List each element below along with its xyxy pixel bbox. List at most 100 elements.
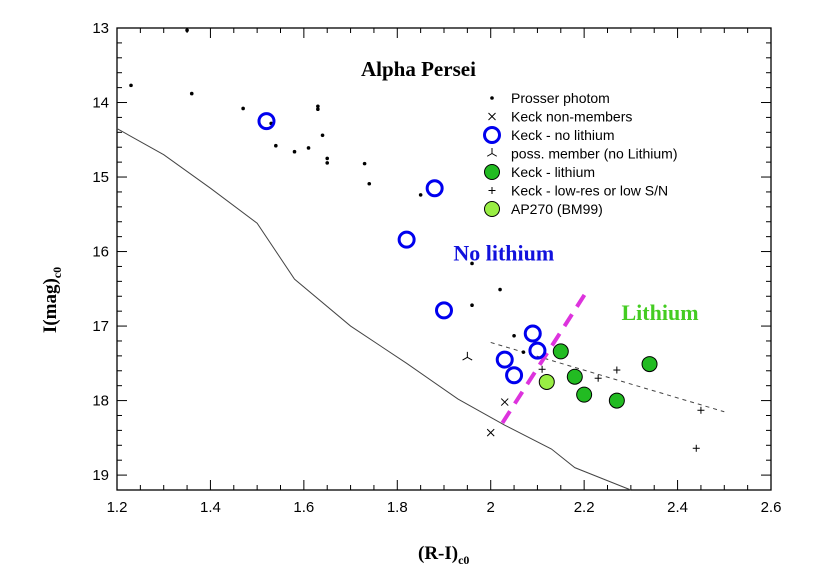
point-keck-lithium (576, 386, 593, 403)
point-keck-non-members-stroke (500, 398, 509, 406)
line-solid (116, 128, 632, 491)
point-prosser-photom (316, 107, 320, 112)
x-tick-label: 1.6 (293, 499, 314, 516)
point-keck-lithium (608, 392, 625, 409)
point-prosser-photom (470, 261, 474, 266)
y-axis-title-main: I(mag) (40, 278, 61, 333)
legend-label-keck-non-members: Keck non-members (511, 109, 632, 125)
point-keck-non-members-stroke (486, 428, 495, 437)
line-dashed (490, 341, 725, 413)
x-tick-label: 1.4 (200, 499, 221, 516)
legend-label-poss-member-no-lithium: poss. member (no Lithium) (511, 146, 678, 162)
point-keck-low-res-or-low-s-n (594, 374, 602, 382)
x-tick-label: 2 (487, 499, 495, 516)
y-tick-label: 14 (92, 95, 109, 112)
y-tick-label: 16 (92, 244, 109, 261)
point-keck-no-lithium (425, 179, 444, 198)
legend-marker-keck-non-members-stroke (488, 112, 496, 121)
point-keck-no-lithium (505, 366, 524, 385)
legend-marker-keck-lithium (484, 164, 500, 180)
legend-item-prosser-photom: Prosser photom (490, 90, 610, 106)
x-axis-title: (R-I)c0 (418, 543, 469, 567)
point-keck-no-lithium (495, 350, 514, 369)
point-keck-lithium (566, 368, 583, 385)
point-keck-lithium (641, 356, 658, 373)
legend-item-ap270-bm99: AP270 (BM99) (484, 201, 603, 217)
point-keck-low-res-or-low-s-n (692, 444, 700, 452)
point-prosser-photom (306, 146, 311, 150)
legend-item-keck-low-res-or-low-s-n: Keck - low-res or low S/N (488, 183, 668, 199)
x-tick-label: 1.8 (387, 499, 408, 516)
point-keck-non-members (486, 428, 495, 437)
point-prosser-photom (185, 28, 189, 33)
point-prosser-photom (512, 333, 516, 338)
legend-label-keck-no-lithium: Keck - no lithium (511, 127, 614, 143)
y-tick-label: 18 (92, 393, 109, 410)
point-poss-member-no-lithium-stroke (462, 356, 468, 361)
legend-marker-keck-no-lithium (483, 126, 501, 144)
point-keck-no-lithium (397, 230, 416, 249)
point-prosser-photom (362, 161, 367, 166)
point-keck-non-members (500, 398, 509, 406)
legend-item-poss-member-no-lithium: poss. member (no Lithium) (486, 146, 678, 162)
legend-marker-ap270-bm99 (484, 201, 500, 217)
x-tick-label: 2.6 (761, 499, 782, 516)
point-prosser-photom (316, 104, 320, 109)
y-axis-title-sub: c0 (50, 267, 64, 278)
legend-label-keck-lithium: Keck - lithium (511, 164, 595, 180)
point-keck-low-res-or-low-s-n (697, 406, 705, 414)
plot-frame (116, 27, 772, 491)
y-axis-title: I(mag)c0 (40, 267, 64, 333)
x-tick-label: 1.2 (107, 499, 128, 516)
legend-label-ap270-bm99: AP270 (BM99) (511, 201, 603, 217)
legend-item-keck-non-members: Keck non-members (488, 109, 632, 125)
point-keck-lithium (552, 343, 569, 360)
point-keck-low-res-or-low-s-n (613, 366, 621, 374)
point-prosser-photom (274, 143, 278, 148)
point-prosser-photom (470, 303, 474, 308)
legend-marker-poss-member-no-lithium (486, 148, 498, 157)
annotation-lithium: Lithium (622, 300, 699, 325)
point-prosser-photom (129, 83, 133, 88)
x-axis-title-sub: c0 (458, 553, 469, 567)
point-ap270-bm99 (538, 373, 555, 390)
annotation-no-lithium: No lithium (453, 240, 554, 265)
legend: Prosser photom Keck non-members Keck - no … (483, 90, 678, 217)
point-keck-no-lithium (257, 112, 276, 131)
point-poss-member-no-lithium (462, 351, 473, 361)
x-tick-label: 2.2 (574, 499, 595, 516)
y-tick-label: 19 (92, 467, 109, 484)
y-tick-label: 15 (92, 169, 109, 186)
point-poss-member-no-lithium-stroke (467, 356, 473, 361)
ticks (116, 27, 772, 491)
point-keck-no-lithium (528, 341, 547, 360)
points (129, 28, 705, 452)
line-thick-dashed (500, 290, 589, 425)
x-tick-label: 2.4 (667, 499, 688, 516)
x-axis-title-main: (R-I) (418, 543, 458, 564)
chart-title: Alpha Persei (361, 57, 476, 81)
point-prosser-photom (241, 106, 245, 111)
legend-label-keck-low-res-or-low-s-n: Keck - low-res or low S/N (511, 183, 668, 199)
point-keck-no-lithium (435, 301, 453, 320)
legend-marker-poss-member-no-lithium-stroke (491, 153, 498, 157)
legend-marker-keck-low-res-or-low-s-n (488, 187, 496, 194)
legend-marker-poss-member-no-lithium-stroke (486, 153, 493, 157)
legend-item-keck-lithium: Keck - lithium (484, 164, 595, 180)
point-prosser-photom (367, 181, 372, 186)
point-prosser-photom (292, 149, 297, 154)
point-prosser-photom (521, 350, 526, 354)
point-prosser-photom (418, 193, 423, 197)
point-keck-no-lithium (523, 324, 542, 343)
legend-item-keck-no-lithium: Keck - no lithium (483, 126, 614, 144)
legend-label-prosser-photom: Prosser photom (511, 90, 610, 106)
point-prosser-photom (325, 161, 330, 165)
y-tick-label: 17 (92, 318, 109, 335)
legend-marker-prosser-photom (490, 96, 494, 100)
point-prosser-photom (325, 156, 330, 161)
point-keck-low-res-or-low-s-n (538, 365, 546, 373)
point-prosser-photom (189, 91, 194, 96)
tick-labels: 1.2 1.4 1.6 1.8 2 2.2 2.4 2.6 13 14 15 16 17 18 19 (92, 20, 781, 516)
y-tick-label: 13 (92, 20, 109, 37)
